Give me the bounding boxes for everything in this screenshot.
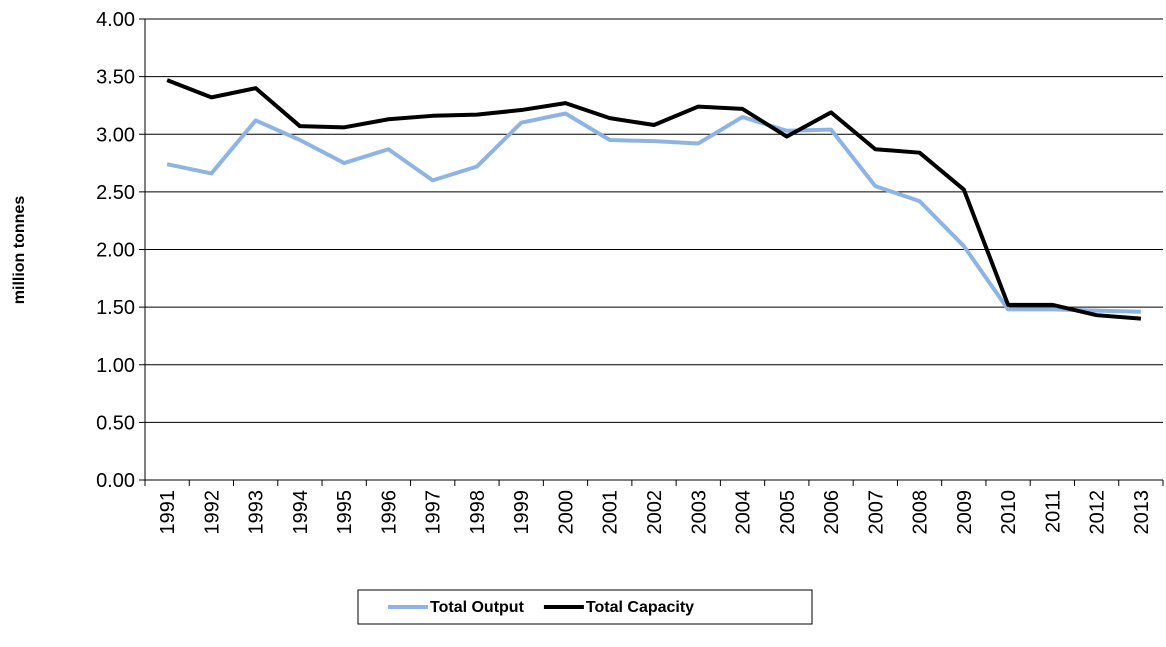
y-tick-label: 1.50 (96, 297, 135, 319)
x-tick-label: 2012 (1087, 490, 1109, 535)
y-axis-title: million tonnes (11, 196, 28, 305)
y-tick-label: 2.50 (96, 182, 135, 204)
x-tick-label: 2011 (1042, 490, 1064, 533)
x-tick-label: 1995 (334, 490, 356, 535)
x-tick-label: 1997 (423, 490, 445, 535)
x-tick-label: 2003 (688, 490, 710, 535)
x-tick-label: 2013 (1131, 490, 1153, 535)
x-tick-label: 1996 (378, 490, 400, 535)
x-tick-label: 1992 (201, 490, 223, 535)
x-tick-label: 2010 (998, 490, 1020, 535)
y-tick-label: 0.00 (96, 470, 135, 492)
line-series (166, 78, 1142, 321)
y-tick-label: 3.50 (96, 67, 135, 89)
y-tick-label: 3.00 (96, 124, 135, 146)
line-series (166, 111, 1141, 314)
x-tick-label: 2008 (910, 490, 932, 535)
x-tick-label: 1993 (246, 490, 268, 535)
x-tick-label: 2005 (777, 490, 799, 535)
legend-box (357, 589, 813, 625)
x-tick-label: 2006 (821, 490, 843, 535)
x-tick-label: 2009 (954, 490, 976, 535)
y-tick-label: 0.50 (96, 412, 135, 434)
y-tick-label: 2.00 (96, 240, 135, 262)
x-tick-label: 2001 (600, 490, 622, 535)
x-tick-label: 1999 (511, 490, 533, 535)
x-tick-label: 1991 (157, 490, 179, 535)
x-tick-label: 1998 (467, 490, 489, 535)
legend-label: Total Output (430, 599, 525, 616)
legend-label: Total Capacity (586, 599, 694, 616)
x-tick-label: 2000 (555, 490, 577, 535)
x-tick-label: 2007 (865, 490, 887, 535)
x-tick-label: 2002 (644, 490, 666, 535)
x-tick-label: 2004 (733, 490, 755, 535)
y-tick-label: 4.00 (96, 9, 135, 31)
y-tick-label: 1.00 (96, 355, 135, 377)
x-tick-label: 1994 (290, 490, 312, 535)
